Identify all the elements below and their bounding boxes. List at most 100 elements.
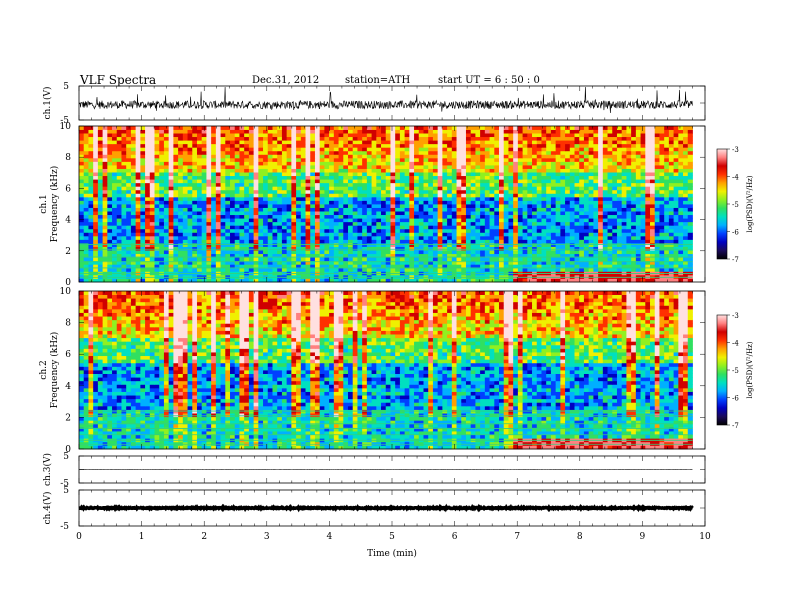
spectrogram-cell — [626, 186, 632, 191]
spectrogram-cell — [149, 225, 155, 230]
spectrogram-cell — [664, 264, 670, 269]
spectrogram-cell — [489, 179, 495, 184]
spectrogram-cell — [173, 235, 179, 240]
spectrogram-cell — [116, 150, 122, 155]
spectrogram-cell — [555, 189, 561, 194]
spectrogram-cell — [201, 172, 207, 177]
spectrogram-cell — [650, 157, 656, 162]
spectrogram-cell — [310, 179, 316, 184]
spectrogram-cell — [555, 221, 561, 226]
spectrogram-cell — [475, 278, 481, 283]
spectrogram-cell — [579, 161, 585, 166]
spectrogram-cell — [286, 253, 292, 258]
spectrogram-cell — [149, 157, 155, 162]
spectrogram-cell — [635, 189, 641, 194]
spectrogram-cell — [579, 278, 585, 283]
spectrogram-cell — [215, 228, 221, 233]
spectrogram-cell — [465, 267, 472, 272]
spectrogram-cell — [220, 246, 226, 251]
spectrogram-cell — [244, 182, 250, 187]
spectrogram-cell — [465, 253, 472, 258]
spectrogram-cell — [418, 267, 424, 272]
spectrogram-cell — [225, 150, 231, 155]
spectrogram-cell — [602, 189, 608, 194]
spectrogram-cell — [527, 186, 533, 191]
spectrogram-cell — [527, 228, 533, 233]
spectrogram-cell — [296, 186, 302, 191]
spectrogram-cell — [683, 186, 689, 191]
spectrogram-cell — [423, 250, 429, 255]
spectrogram-cell — [329, 274, 335, 279]
spectrogram-cell — [494, 211, 500, 216]
spectrogram-cell — [626, 257, 632, 262]
spectrogram-cell — [621, 196, 627, 201]
spectrogram-cell — [333, 225, 339, 230]
spectrogram-cell — [329, 168, 335, 173]
spectrogram-cell — [612, 246, 618, 251]
spectrogram-cell — [659, 172, 665, 177]
spectrogram-cell — [465, 250, 472, 255]
spectrogram-cell — [650, 189, 656, 194]
spectrogram-cell — [673, 232, 679, 237]
spectrogram-cell — [126, 250, 132, 255]
spectrogram-cell — [508, 239, 514, 244]
spectrogram-cell — [239, 147, 245, 152]
spectrogram-cell — [640, 278, 646, 283]
spectrogram-cell — [135, 175, 141, 180]
spectrogram-cell — [130, 250, 137, 255]
spectrogram-cell — [612, 278, 618, 283]
spectrogram-cell — [465, 172, 472, 177]
spectrogram-cell — [465, 257, 472, 262]
spectrogram-cell — [173, 172, 179, 177]
spectrogram-cell — [258, 243, 264, 247]
spectrogram-cell — [79, 278, 85, 283]
spectrogram-cell — [121, 278, 127, 283]
spectrogram-cell — [447, 246, 453, 251]
spectrogram-cell — [607, 182, 613, 187]
spectrogram-cell — [112, 175, 118, 180]
spectrogram-cell — [399, 168, 406, 173]
spectrogram-cell — [102, 161, 108, 166]
spectrogram-cell — [612, 211, 618, 216]
spectrogram-cell — [220, 260, 226, 265]
spectrogram-cell — [319, 260, 325, 265]
spectrogram-cell — [357, 235, 363, 240]
spectrogram-cell — [385, 243, 391, 247]
spectrogram-cell — [678, 221, 684, 226]
spectrogram-cell — [277, 200, 283, 205]
spectrogram-cell — [414, 189, 420, 194]
spectrogram-cell — [565, 221, 571, 226]
spectrogram-cell — [659, 161, 665, 166]
spectrogram-cell — [451, 239, 457, 244]
spectrogram-cell — [135, 250, 141, 255]
spectrogram-cell — [314, 232, 321, 237]
spectrogram-cell — [130, 235, 137, 240]
spectrogram-cell — [145, 179, 151, 184]
spectrogram-cell — [300, 225, 306, 230]
spectrogram-cell — [536, 264, 542, 269]
spectrogram-cell — [244, 179, 250, 184]
spectrogram-cell — [149, 182, 155, 187]
spectrogram-cell — [532, 214, 538, 219]
spectrogram-cell — [513, 168, 519, 173]
spectrogram-cell — [527, 218, 533, 223]
spectrogram-cell — [244, 239, 250, 244]
spectrogram-cell — [381, 218, 387, 223]
spectrogram-cell — [560, 274, 566, 279]
spectrogram-cell — [168, 200, 174, 205]
spectrogram-cell — [489, 175, 495, 180]
spectrogram-cell — [569, 257, 575, 262]
spectrogram-cell — [310, 193, 316, 198]
spectrogram-cell — [201, 207, 207, 212]
spectrogram-cell — [588, 239, 594, 244]
spectrogram-cell — [206, 243, 212, 247]
spectrogram-cell — [461, 228, 467, 233]
spectrogram-cell — [616, 246, 623, 251]
spectrogram-cell — [640, 214, 646, 219]
spectrogram-cell — [508, 204, 514, 208]
spectrogram-cell — [154, 225, 160, 230]
spectrogram-cell — [112, 186, 118, 191]
spectrogram-cell — [248, 161, 255, 166]
spectrogram-cell — [616, 172, 623, 177]
spectrogram-cell — [319, 165, 325, 169]
